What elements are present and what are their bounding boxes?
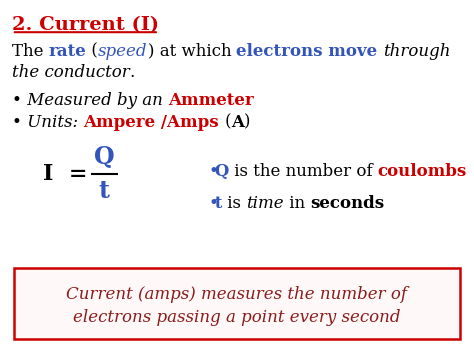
Text: electrons passing a point every second: electrons passing a point every second <box>73 309 401 326</box>
Text: A: A <box>231 114 244 131</box>
Text: electrons move: electrons move <box>237 43 378 60</box>
Text: the conductor: the conductor <box>12 64 129 81</box>
Text: •: • <box>209 163 219 180</box>
Text: t: t <box>99 179 109 203</box>
Text: .: . <box>129 64 135 81</box>
Text: through: through <box>383 43 450 60</box>
Text: 2. Current (I): 2. Current (I) <box>12 16 159 34</box>
Text: (: ( <box>86 43 98 60</box>
Text: in: in <box>284 195 310 212</box>
Text: Current (amps) measures the number of: Current (amps) measures the number of <box>66 286 408 303</box>
Text: is the number of: is the number of <box>229 163 378 180</box>
Text: I  =: I = <box>43 163 87 185</box>
Text: •: • <box>12 114 22 131</box>
Text: is: is <box>222 195 246 212</box>
Text: coulombs: coulombs <box>378 163 467 180</box>
Text: The: The <box>12 43 49 60</box>
Text: ): ) <box>244 114 250 131</box>
Text: Units:: Units: <box>22 114 83 131</box>
Text: rate: rate <box>49 43 86 60</box>
Text: t: t <box>209 195 222 212</box>
Text: seconds: seconds <box>310 195 384 212</box>
Text: (: ( <box>225 114 231 131</box>
Text: Ammeter: Ammeter <box>168 92 254 109</box>
Text: ) at which: ) at which <box>147 43 237 60</box>
Text: Ampere /Amps: Ampere /Amps <box>83 114 225 131</box>
FancyBboxPatch shape <box>14 268 460 339</box>
Text: •: • <box>209 195 219 212</box>
Text: Q: Q <box>209 163 229 180</box>
Text: •: • <box>12 92 22 109</box>
Text: speed: speed <box>98 43 147 60</box>
Text: time: time <box>246 195 284 212</box>
Text: Measured by an: Measured by an <box>22 92 168 109</box>
Text: Q: Q <box>94 145 115 169</box>
